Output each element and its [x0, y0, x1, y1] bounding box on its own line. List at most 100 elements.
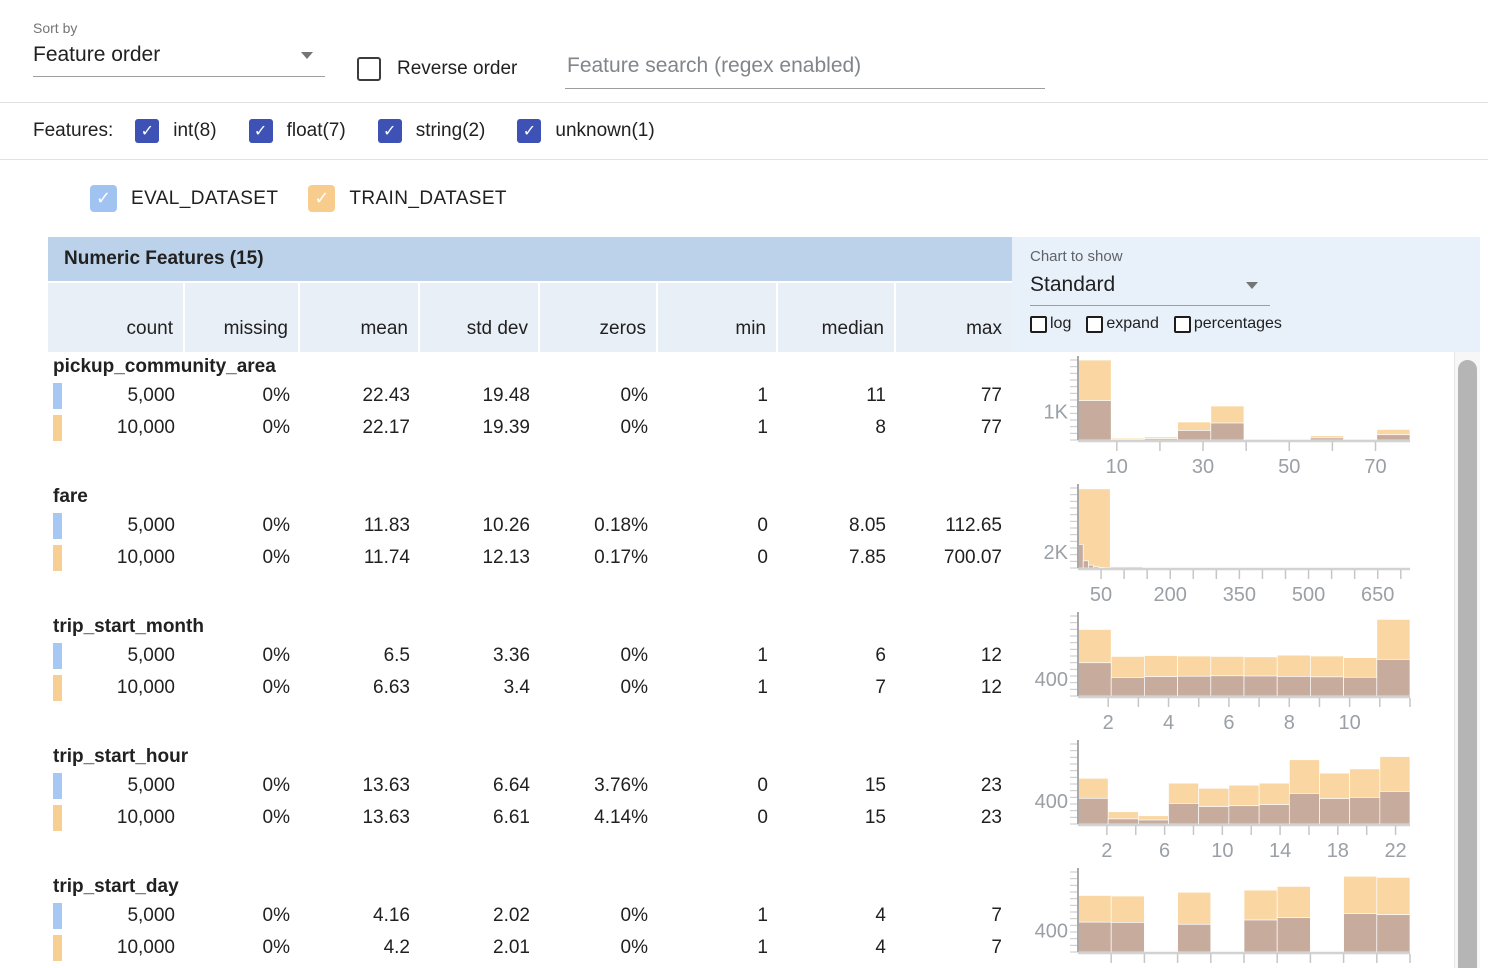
histogram-bar — [1211, 423, 1244, 440]
feature-type-filter-label: unknown(1) — [555, 120, 654, 142]
stat-cell: 4.2 — [300, 932, 420, 964]
x-axis-tick-label: 50 — [1278, 456, 1300, 478]
stat-cell: 0% — [185, 510, 300, 542]
dataset-checkbox[interactable]: ✓ — [308, 185, 335, 212]
checked-checkbox[interactable]: ✓ — [135, 119, 159, 143]
sort-by-field: Sort by Feature order — [33, 20, 325, 77]
unchecked-checkbox[interactable] — [1086, 316, 1103, 333]
check-icon: ✓ — [314, 190, 329, 208]
dataset-checkbox[interactable]: ✓ — [90, 185, 117, 212]
chart-type-value: Standard — [1030, 273, 1115, 297]
stat-cell: 23 — [896, 802, 1012, 834]
stat-cell: 23 — [896, 770, 1012, 802]
stat-cell: 5,000 — [48, 380, 185, 412]
chart-option[interactable]: percentages — [1174, 315, 1282, 333]
stat-cell: 5,000 — [48, 770, 185, 802]
histogram-bar — [1310, 677, 1343, 696]
stat-cell: 4.14% — [540, 802, 658, 834]
unchecked-checkbox[interactable] — [1030, 316, 1047, 333]
scrollbar-thumb[interactable] — [1458, 360, 1477, 968]
stat-cell: 12 — [896, 672, 1012, 704]
dataset-toggle[interactable]: ✓EVAL_DATASET — [90, 185, 278, 212]
histogram-fare: 2K50200350500650 — [1012, 480, 1452, 608]
stat-cell: 11.83 — [300, 510, 420, 542]
reverse-order-checkbox[interactable] — [357, 57, 381, 81]
chart-type-select[interactable]: Standard — [1030, 269, 1270, 306]
x-axis-tick-label: 10 — [1211, 840, 1233, 862]
stat-cell: 10,000 — [48, 412, 185, 444]
dataset-color-swatch — [53, 643, 62, 669]
chart-option[interactable]: expand — [1086, 315, 1159, 333]
x-axis-tick-label: 70 — [1364, 456, 1386, 478]
stat-cell: 0% — [185, 932, 300, 964]
table-title: Numeric Features (15) — [48, 237, 1012, 281]
stat-cell: 7.85 — [778, 542, 896, 574]
stat-value: 10,000 — [117, 807, 175, 829]
histogram-bar — [1078, 663, 1111, 696]
histogram-bar — [1178, 924, 1211, 952]
unchecked-checkbox[interactable] — [1174, 316, 1191, 333]
x-axis-tick-label: 8 — [1284, 712, 1295, 734]
check-icon: ✓ — [254, 123, 267, 139]
x-axis-tick-label: 10 — [1106, 456, 1128, 478]
stat-cell: 3.36 — [420, 640, 540, 672]
histogram-bar — [1169, 803, 1199, 824]
numeric-features-table: Numeric Features (15) countmissingmeanst… — [48, 237, 1012, 968]
stat-cell: 6.61 — [420, 802, 540, 834]
histogram-bar — [1138, 820, 1168, 824]
histogram-bar — [1380, 791, 1410, 824]
feature-type-filter[interactable]: ✓int(8) — [135, 119, 216, 143]
stat-value: 5,000 — [127, 645, 175, 667]
feature-name: trip_start_month — [48, 614, 1012, 640]
x-axis-tick-label: 22 — [1384, 840, 1406, 862]
vertical-scrollbar[interactable] — [1454, 352, 1480, 968]
histogram-bar — [1229, 806, 1259, 824]
stat-cell: 10,000 — [48, 932, 185, 964]
stat-cell: 0 — [658, 770, 778, 802]
chart-option-label: percentages — [1194, 315, 1282, 333]
feature-type-filter[interactable]: ✓string(2) — [378, 119, 486, 143]
checked-checkbox[interactable]: ✓ — [249, 119, 273, 143]
table-row: 10,0000%13.636.614.14%01523 — [48, 802, 1012, 834]
reverse-order-option: Reverse order — [357, 57, 517, 81]
feature-type-filter[interactable]: ✓ unknown(1) — [517, 119, 654, 143]
stat-value: 10,000 — [117, 417, 175, 439]
chart-option[interactable]: log — [1030, 315, 1071, 333]
feature-group: pickup_community_area5,0000%22.4319.480%… — [48, 354, 1012, 482]
stat-cell: 4 — [778, 900, 896, 932]
feature-search-input[interactable] — [565, 50, 1045, 89]
sort-by-label: Sort by — [33, 20, 325, 36]
histogram-bar — [1178, 676, 1211, 696]
feature-type-filter[interactable]: ✓float(7) — [249, 119, 346, 143]
dataset-toggle[interactable]: ✓TRAIN_DATASET — [308, 185, 507, 212]
dataset-color-swatch — [53, 415, 62, 441]
chart-to-show-label: Chart to show — [1030, 248, 1480, 265]
dataset-color-swatch — [53, 935, 62, 961]
stat-cell: 0% — [185, 640, 300, 672]
stat-cell: 0% — [185, 380, 300, 412]
checked-checkbox[interactable]: ✓ — [517, 119, 541, 143]
table-row: 5,0000%11.8310.260.18%08.05112.65 — [48, 510, 1012, 542]
feature-name: pickup_community_area — [48, 354, 1012, 380]
x-axis-tick-label: 350 — [1223, 584, 1256, 606]
stat-cell: 0.17% — [540, 542, 658, 574]
dataset-color-swatch — [53, 383, 62, 409]
stat-cell: 11.74 — [300, 542, 420, 574]
dataset-legend: ✓EVAL_DATASET ✓TRAIN_DATASET — [0, 160, 1488, 237]
stat-cell: 6.64 — [420, 770, 540, 802]
x-axis-tick-label: 6 — [1223, 712, 1234, 734]
histogram-bar — [1259, 805, 1289, 824]
stat-cell: 5,000 — [48, 640, 185, 672]
checked-checkbox[interactable]: ✓ — [378, 119, 402, 143]
stat-cell: 0% — [185, 672, 300, 704]
stat-cell: 5,000 — [48, 900, 185, 932]
feature-table-body: pickup_community_area5,0000%22.4319.480%… — [48, 354, 1012, 968]
histogram-bar — [1083, 561, 1088, 568]
stat-cell: 2.01 — [420, 932, 540, 964]
stat-value: 10,000 — [117, 937, 175, 959]
stat-cell: 7 — [778, 672, 896, 704]
feature-group: fare5,0000%11.8310.260.18%08.05112.6510,… — [48, 484, 1012, 612]
column-header: zeros — [540, 283, 656, 352]
sort-order-select[interactable]: Feature order — [33, 36, 325, 77]
stat-cell: 0% — [540, 900, 658, 932]
